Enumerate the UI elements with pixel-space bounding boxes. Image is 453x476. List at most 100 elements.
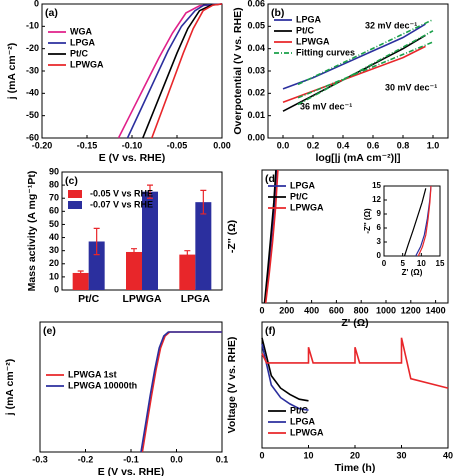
series-line — [141, 331, 222, 453]
x-axis-title: E (V vs. RHE) — [98, 466, 165, 476]
panel-label: (e) — [43, 325, 56, 337]
error-bar — [131, 248, 137, 256]
x-tick-label: 30 — [396, 450, 406, 460]
bar — [72, 272, 89, 290]
y-tick-label: 70 — [49, 193, 59, 203]
annotation: 36 mV dec⁻¹ — [300, 101, 352, 111]
y-tick-label: -60 — [26, 132, 39, 142]
x-tick-label: Pt/C — [78, 293, 99, 305]
x-tick-label: 10 — [303, 450, 313, 460]
legend-label: WGA — [70, 26, 92, 36]
legend-label: Pt/C — [296, 25, 315, 35]
series-line — [263, 169, 277, 304]
panel-label: (f) — [265, 325, 276, 337]
legend-label: LPWGA — [296, 36, 330, 46]
x-tick-label: 40 — [443, 450, 453, 460]
legend-label: LPWGA — [70, 59, 104, 69]
y-tick-label: 10 — [49, 271, 59, 281]
x-tick-label: LPWGA — [122, 293, 161, 305]
y-tick-label: 0.06 — [247, 0, 265, 8]
x-tick-label: 1.0 — [427, 140, 440, 150]
y-tick-label: -10 — [26, 21, 39, 31]
y-tick-label: 90 — [49, 166, 59, 176]
x-tick-label: 1400 — [426, 305, 446, 315]
x-tick-label: 5 — [400, 259, 405, 268]
legend-swatch — [68, 190, 82, 198]
error-bar — [93, 227, 100, 256]
x-tick-label: 0 — [382, 259, 387, 268]
annotation: 32 mV dec⁻¹ — [365, 20, 417, 30]
bar — [195, 202, 212, 290]
series-line — [151, 3, 223, 139]
legend-label: LPGA — [290, 180, 316, 190]
series-line — [417, 185, 432, 257]
x-tick-label: 1000 — [376, 305, 396, 315]
series-line — [403, 188, 427, 257]
y-tick-label: 9 — [377, 209, 382, 218]
series-line — [264, 169, 279, 304]
bar — [179, 254, 196, 290]
y-tick-label: 0.02 — [247, 88, 265, 98]
x-tick-label: 0 — [259, 450, 264, 460]
y-axis-title: -Z'' (Ω) — [363, 208, 372, 234]
panel-label: (a) — [45, 7, 58, 19]
x-axis-title: Z' (Ω) — [341, 317, 368, 329]
annotation: 30 mV dec⁻¹ — [385, 82, 437, 92]
y-tick-label: 0.00 — [247, 132, 265, 142]
series-line — [297, 18, 434, 106]
legend-label: Fitting curves — [296, 47, 355, 57]
series-line — [261, 337, 309, 402]
y-tick-label: 3 — [377, 237, 382, 246]
x-axis-title: E (V vs. RHE) — [99, 152, 166, 164]
x-tick-label: 20 — [350, 450, 360, 460]
y-tick-label: 30 — [49, 245, 59, 255]
y-axis-title: j (mA cm⁻²) — [6, 43, 18, 101]
y-axis-title: Mass activity (A mg⁻¹Pt) — [26, 171, 38, 292]
plot-frame — [267, 3, 449, 139]
legend-label: LPGA — [296, 14, 322, 24]
x-tick-label: -0.3 — [32, 454, 48, 464]
x-tick-label: -0.10 — [122, 140, 143, 150]
legend-label: -0.07 V vs RHE — [90, 199, 153, 209]
x-tick-label: 0.4 — [337, 140, 350, 150]
x-tick-label: 400 — [304, 305, 319, 315]
error-bar — [184, 250, 191, 260]
legend-label: Pt/C — [70, 48, 89, 58]
error-bar — [77, 270, 84, 276]
legend-label: LPGA — [70, 37, 96, 47]
legend-label: LPWGA — [290, 202, 324, 212]
y-axis-title: j (mA cm⁻²) — [4, 359, 16, 417]
x-tick-label: -0.2 — [78, 454, 94, 464]
series-line — [117, 3, 223, 139]
x-tick-label: 10 — [417, 259, 426, 268]
x-tick-label: 0.00 — [213, 140, 231, 150]
y-tick-label: 0 — [54, 284, 59, 294]
y-tick-label: 50 — [49, 219, 59, 229]
y-tick-label: 40 — [49, 232, 59, 242]
series-line — [126, 3, 223, 139]
plot-frame — [261, 169, 449, 304]
x-tick-label: 0.0 — [170, 454, 183, 464]
legend-label: Pt/C — [290, 405, 309, 415]
bar — [142, 191, 158, 290]
y-tick-label: 6 — [377, 223, 382, 232]
legend-label: Pt/C — [290, 191, 309, 201]
y-tick-label: 80 — [49, 179, 59, 189]
x-tick-label: 0.6 — [367, 140, 380, 150]
y-tick-label: 0 — [377, 251, 382, 260]
y-tick-label: 12 — [372, 195, 381, 204]
legend-label: LPWGA 10000th — [68, 380, 137, 390]
bar — [88, 241, 105, 290]
y-axis-title: -Z'' (Ω) — [226, 220, 238, 253]
series-line — [261, 337, 449, 389]
y-tick-label: 0 — [34, 0, 39, 8]
x-axis-title: log[|j (mA cm⁻²)|] — [315, 152, 400, 164]
x-tick-label: -0.20 — [32, 140, 53, 150]
x-tick-label: 0.0 — [277, 140, 290, 150]
x-tick-label: 0.8 — [397, 140, 410, 150]
x-tick-label: -0.05 — [167, 140, 188, 150]
x-axis-title: Time (h) — [335, 462, 376, 474]
x-tick-label: 600 — [329, 305, 344, 315]
y-tick-label: 0.01 — [247, 110, 265, 120]
x-tick-label: -0.1 — [123, 454, 139, 464]
